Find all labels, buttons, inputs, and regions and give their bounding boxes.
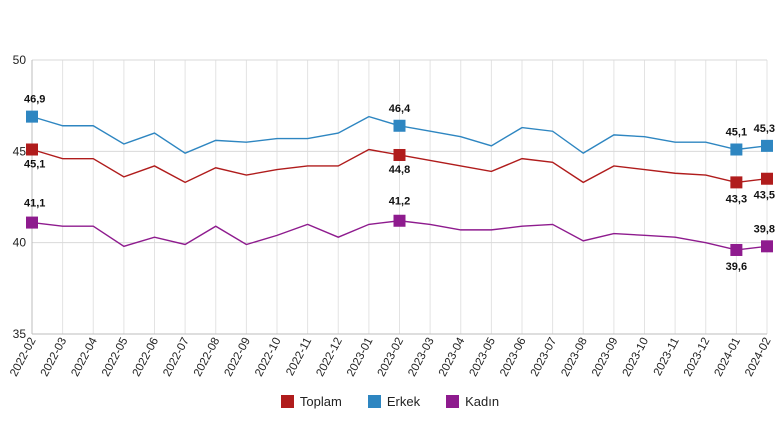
x-tick-label: 2022-10: [253, 336, 283, 379]
x-tick-label: 2022-05: [100, 336, 130, 379]
data-label-toplam: 44,8: [389, 164, 410, 176]
x-tick-label: 2023-10: [621, 336, 651, 379]
data-label-toplam: 43,5: [754, 190, 775, 202]
legend-item-kadin[interactable]: Kadın: [446, 394, 499, 409]
legend-swatch-erkek: [367, 395, 381, 408]
x-tick-label: 2022-06: [131, 336, 161, 379]
x-tick-label: 2024-01: [713, 336, 743, 379]
y-tick-label: 50: [13, 53, 27, 67]
x-tick-label: 2022-03: [39, 336, 69, 379]
chart-legend: Toplam Erkek Kadın: [0, 394, 780, 409]
data-label-erkek: 45,3: [754, 123, 775, 135]
legend-item-erkek[interactable]: Erkek: [367, 394, 421, 409]
x-tick-label: 2023-06: [498, 336, 528, 379]
data-label-erkek: 46,4: [389, 103, 411, 115]
x-tick-label: 2023-01: [345, 336, 375, 379]
data-point-kadin: [26, 216, 38, 229]
chart-series: [26, 110, 773, 256]
data-label-erkek: 46,9: [24, 94, 45, 106]
data-label-kadin: 39,8: [754, 223, 775, 235]
data-label-toplam: 45,1: [24, 159, 45, 171]
chart-grid: [31, 59, 768, 335]
x-tick-label: 2022-04: [69, 335, 100, 378]
data-point-erkek: [393, 119, 406, 132]
data-point-kadin: [761, 240, 773, 253]
data-point-erkek: [761, 139, 773, 152]
legend-label-erkek: Erkek: [386, 394, 421, 409]
x-tick-label: 2023-03: [406, 336, 436, 379]
legend-label-kadin: Kadın: [465, 394, 500, 409]
data-label-kadin: 39,6: [726, 261, 747, 273]
y-tick-label: 45: [13, 144, 27, 158]
x-tick-label: 2022-12: [314, 336, 344, 379]
data-label-toplam: 43,3: [726, 193, 747, 205]
y-tick-label: 40: [13, 236, 27, 250]
x-tick-label: 2023-02: [376, 336, 406, 379]
data-point-toplam: [393, 148, 406, 161]
legend-item-toplam[interactable]: Toplam: [280, 394, 342, 409]
data-point-toplam: [26, 143, 38, 156]
x-axis: 2022-02 2022-03 2022-04 2022-05 2022-06 2022-…: [8, 333, 774, 379]
legend-label-toplam: Toplam: [299, 394, 342, 409]
x-tick-label: 2022-02: [8, 336, 38, 379]
legend-swatch-toplam: [280, 395, 294, 408]
x-tick-label: 2023-09: [590, 336, 620, 379]
x-tick-label: 2023-07: [529, 336, 559, 379]
data-point-toplam: [761, 172, 773, 185]
x-tick-label: 2022-07: [161, 336, 191, 379]
y-axis: 35 40 45 50: [13, 53, 33, 341]
legend-swatch-kadin: [446, 395, 460, 408]
x-tick-label: 2023-05: [468, 336, 498, 379]
data-label-kadin: 41,2: [389, 196, 410, 208]
x-tick-label: 2023-08: [559, 336, 589, 379]
y-tick-label: 35: [13, 327, 27, 341]
x-tick-label: 2022-09: [223, 336, 253, 379]
data-label-kadin: 41,1: [24, 198, 45, 210]
x-tick-label: 2023-12: [682, 336, 712, 379]
x-tick-label: 2024-02: [743, 336, 773, 379]
x-tick-label: 2023-04: [437, 335, 468, 378]
x-tick-label: 2022-08: [192, 336, 222, 379]
x-tick-label: 2023-11: [652, 336, 682, 378]
x-tick-label: 2022-11: [284, 336, 314, 378]
data-point-toplam: [730, 176, 743, 189]
data-point-kadin: [730, 243, 743, 256]
data-point-kadin: [393, 214, 406, 227]
data-point-erkek: [730, 143, 743, 156]
data-label-erkek: 45,1: [726, 127, 747, 139]
data-labels: 45,1 44,8 43,3 43,5 46,9 46,4 45,1 45,3 41,1 41,2…: [24, 94, 775, 273]
data-point-erkek: [26, 110, 38, 123]
